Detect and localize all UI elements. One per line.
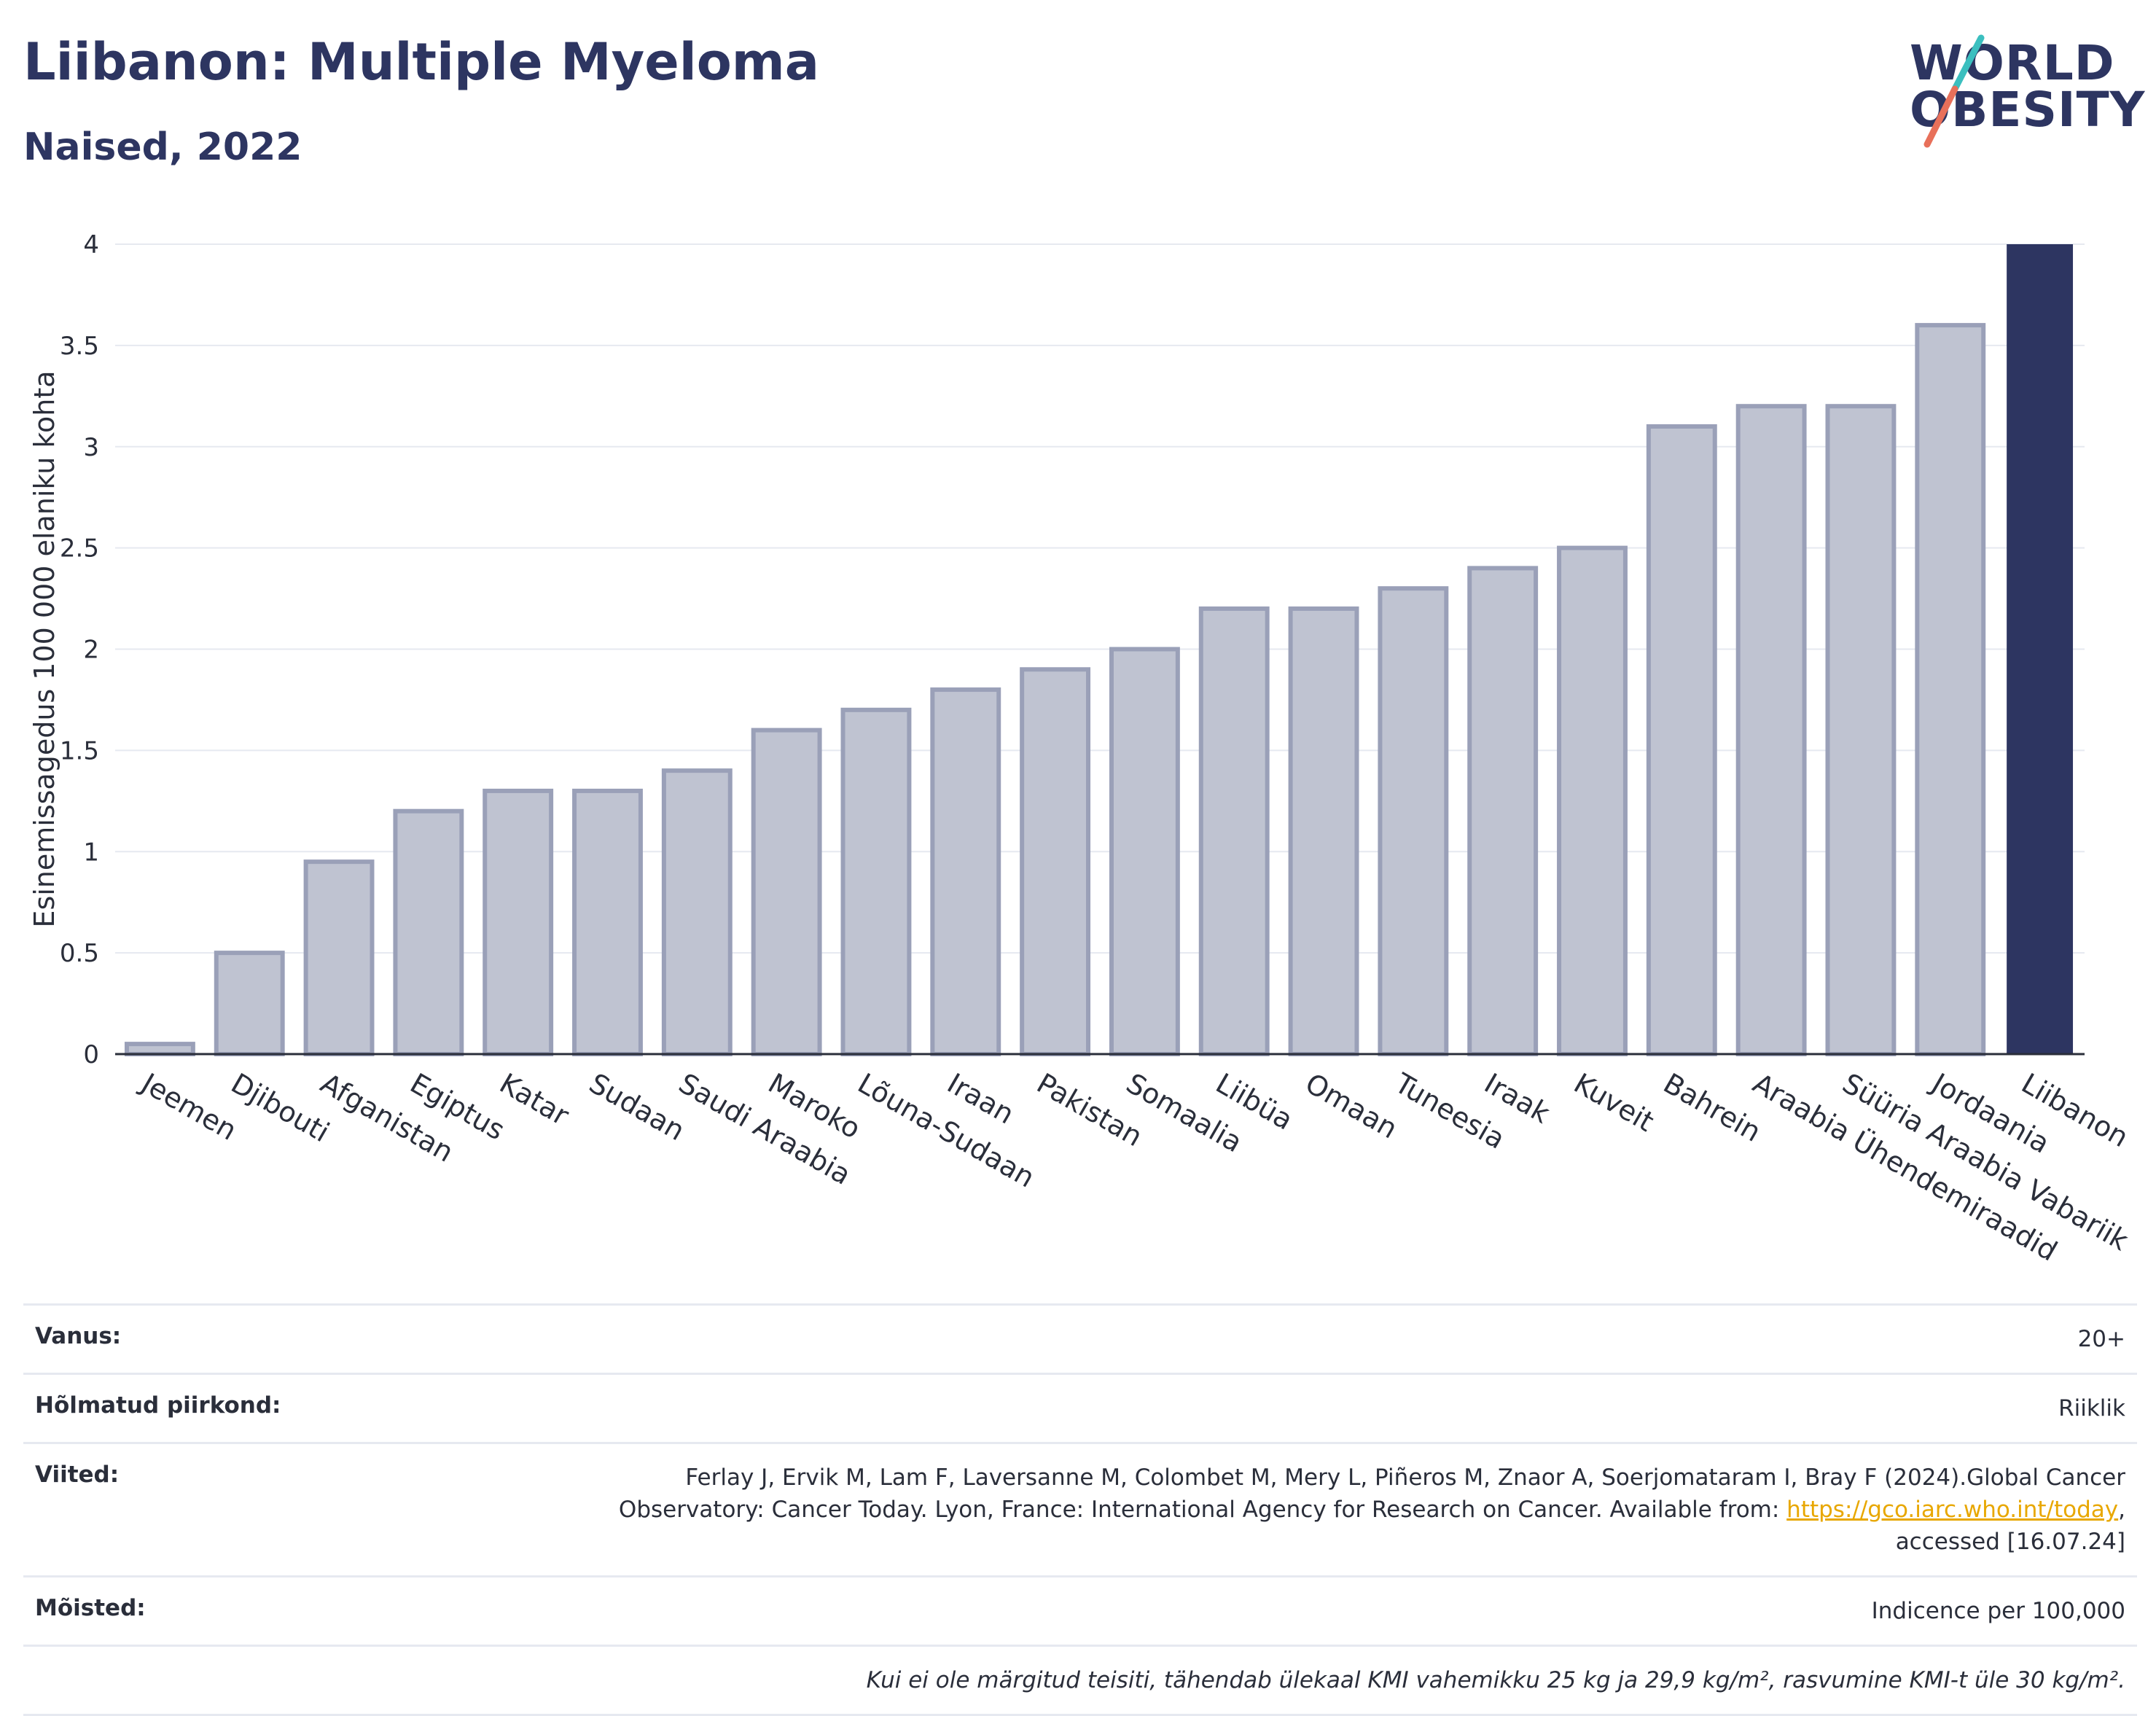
meta-value-moisted: Indicence per 100,000 — [1871, 1598, 2125, 1624]
page-title: Liibanon: Multiple Myeloma — [23, 32, 819, 92]
viited-text-2: , accessed [16.07.24] — [1895, 1497, 2125, 1555]
bar-liibanon — [2007, 244, 2074, 1054]
definition-note: Kui ei ole märgitud teisiti, tähendab ül… — [866, 1667, 2125, 1693]
bar-saudi-araabia — [661, 768, 733, 1057]
logo-slash-icon — [1923, 34, 1985, 148]
y-tick-label: 3.5 — [60, 332, 99, 361]
bar-pakistan — [1020, 667, 1091, 1056]
meta-row-vanus: Vanus: 20+ — [23, 1303, 2137, 1373]
y-tick-label: 2.5 — [60, 534, 99, 563]
meta-row-note: Kui ei ole märgitud teisiti, tähendab ül… — [23, 1645, 2137, 1716]
logo-line1: WORLD — [1910, 35, 2115, 91]
meta-label-viited: Viited: — [35, 1462, 120, 1488]
y-tick-label: 0 — [83, 1040, 99, 1069]
bar-katar — [483, 788, 554, 1056]
bar-tuneesia — [1378, 586, 1449, 1056]
bar-chart: 0 0.5 1 1.5 2 2.5 3 3.5 4 Esinemissagedus 100 000… — [28, 230, 2134, 1268]
meta-row-piirkond: Hõlmatud piirkond: Riiklik — [23, 1373, 2137, 1442]
meta-row-moisted: Mõisted: Indicence per 100,000 — [23, 1575, 2137, 1645]
bar-araabia-ühendemiraadid — [1735, 404, 1807, 1056]
bar-jordaania — [1915, 323, 1986, 1057]
y-tick-label: 2 — [83, 636, 99, 665]
metadata-table: Vanus: 20+ Hõlmatud piirkond: Riiklik Vi… — [23, 1303, 2137, 1716]
bar-bahrein — [1646, 424, 1717, 1057]
bar-somaalia — [1109, 647, 1180, 1056]
meta-label-piirkond: Hõlmatud piirkond: — [35, 1392, 281, 1419]
meta-row-viited: Viited: Ferlay J, Ervik M, Lam F, Lavers… — [23, 1442, 2137, 1575]
x-tick-label: Jeemen — [135, 1066, 242, 1147]
y-tick-label: 0.5 — [60, 939, 99, 968]
x-tick-label: Kuveit — [1569, 1067, 1660, 1138]
y-tick-label: 3 — [83, 433, 99, 462]
bar-egiptus — [393, 808, 464, 1056]
bar-iraan — [930, 687, 1001, 1056]
bar-jeemen — [124, 1042, 195, 1057]
meta-value-viited: Ferlay J, Ervik M, Lam F, Laversanne M, … — [595, 1462, 2125, 1558]
bar-liibüa — [1198, 606, 1270, 1056]
y-tick-label: 1 — [83, 838, 99, 867]
logo-line2: OBESITY — [1910, 82, 2146, 138]
y-tick-label: 4 — [83, 230, 99, 260]
bar-afganistan — [303, 859, 375, 1056]
world-obesity-logo: WORLD OBESITY — [1895, 29, 2144, 160]
x-tick-label: Sudaan — [584, 1067, 690, 1147]
x-tick-label: Bahrein — [1658, 1067, 1767, 1148]
page-subtitle: Naised, 2022 — [23, 125, 302, 169]
bar-omaan — [1288, 606, 1359, 1056]
y-tick-label: 1.5 — [60, 736, 99, 765]
viited-link[interactable]: https://gco.iarc.who.int/today — [1786, 1497, 2119, 1523]
x-tick-label: Djibouti — [226, 1067, 335, 1149]
bar-sudaan — [572, 788, 643, 1056]
bar-lõuna-sudaan — [840, 707, 912, 1056]
bar-maroko — [751, 728, 822, 1056]
viited-text-1: Ferlay J, Ervik M, Lam F, Laversanne M, … — [618, 1465, 2125, 1523]
x-tick-label: Omaan — [1300, 1067, 1403, 1145]
meta-value-vanus: 20+ — [2077, 1326, 2125, 1352]
bar-kuveit — [1557, 545, 1628, 1056]
bar-süüria-araabia-vabariik — [1825, 404, 1897, 1056]
meta-value-piirkond: Riiklik — [2058, 1395, 2125, 1421]
y-axis-title: Esinemissagedus 100 000 elaniku kohta — [28, 370, 60, 927]
meta-label-moisted: Mõisted: — [35, 1595, 146, 1621]
meta-label-vanus: Vanus: — [35, 1323, 122, 1349]
bar-iraak — [1467, 566, 1539, 1056]
bar-djibouti — [214, 951, 285, 1056]
